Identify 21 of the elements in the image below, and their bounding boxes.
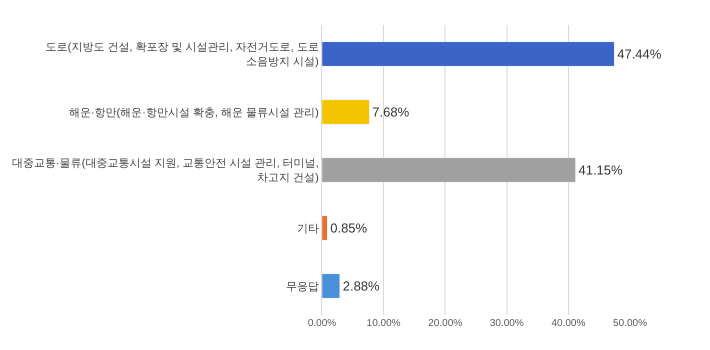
bar [322, 274, 340, 298]
data-label: 41.15% [578, 162, 624, 178]
y-tick-label: 기타 [296, 222, 319, 235]
y-tick-label: 해운·항만(해운·항만시설 확충, 해운 물류시설 관리) [68, 106, 319, 119]
y-tick-label: 대중교통·물류(대중교통시설 지원, 교통안전 시설 관리, 터미널, 차고지 건설) [12, 158, 319, 184]
x-tick-label: 40.00% [551, 318, 586, 329]
bar [322, 100, 370, 124]
y-tick-label: 도로(지방도 건설, 확포장 및 시설관리, 자전거도로, 도로 소음방지 시설) [46, 42, 319, 68]
y-tick-label: 무응답 [286, 280, 319, 293]
bar [322, 42, 614, 66]
data-label: 2.88% [342, 278, 380, 294]
x-tick-label: 50.00% [613, 318, 648, 329]
x-tick-label: 30.00% [490, 318, 524, 329]
x-tick-label: 10.00% [366, 318, 401, 329]
x-tick-label: 20.00% [428, 318, 462, 329]
data-label: 47.44% [617, 46, 662, 62]
data-label: 7.68% [372, 104, 410, 120]
bar [322, 216, 328, 240]
x-tick-label: 0.00% [308, 318, 336, 329]
bar [322, 158, 576, 182]
data-label: 0.85% [330, 220, 368, 236]
